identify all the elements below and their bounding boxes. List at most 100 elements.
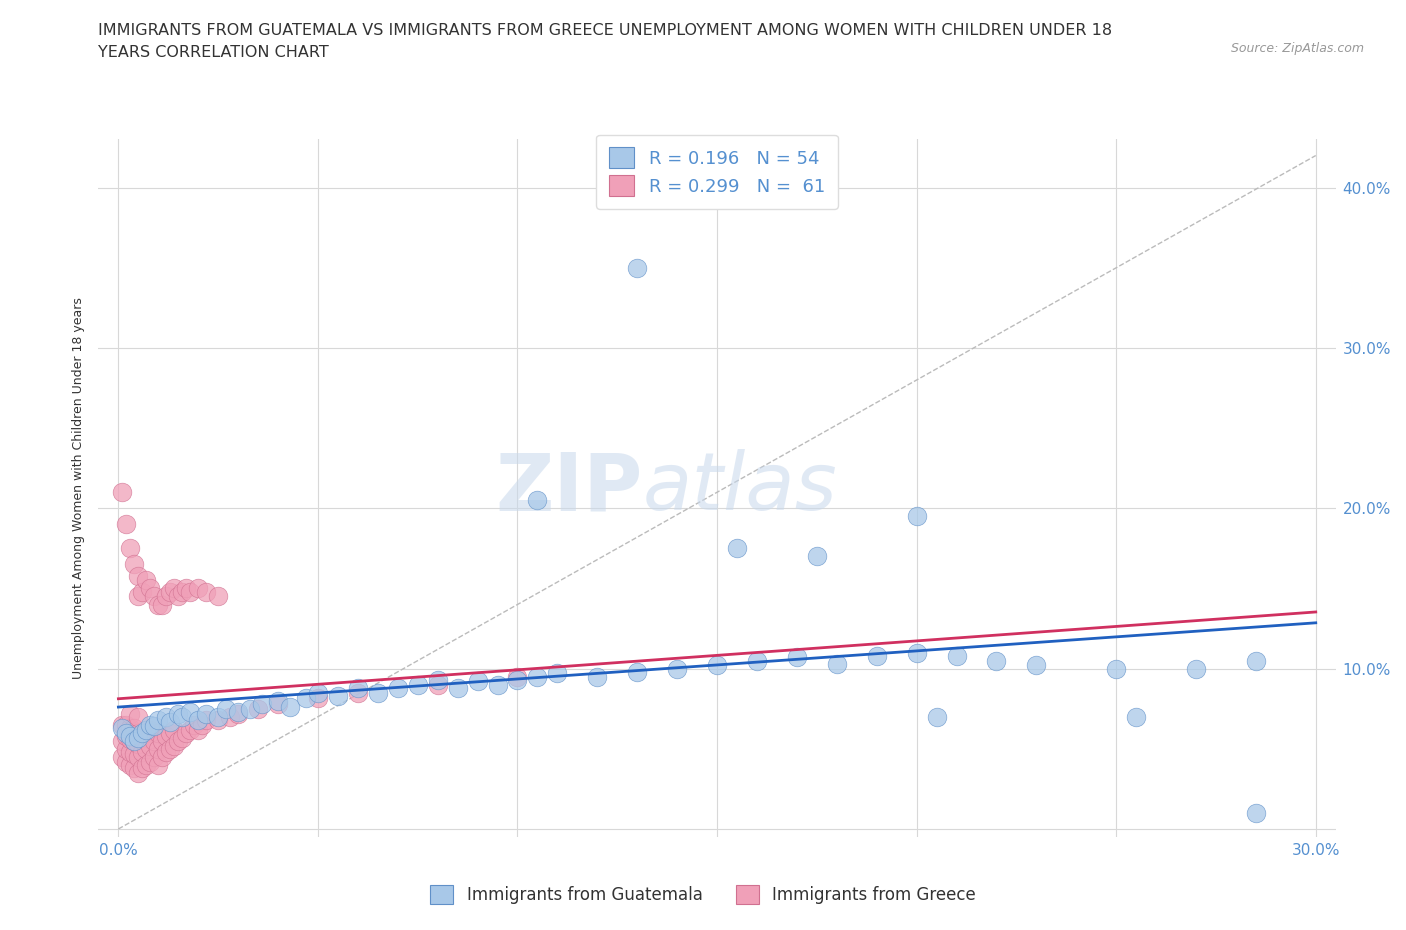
Point [945,648,967,663]
Point [115,717,138,732]
Point [307,685,329,700]
Point [155,589,177,604]
Text: ZIP: ZIP [495,449,643,527]
Point [347,685,370,700]
Point [135,725,157,740]
Point [486,677,509,692]
Point [786,650,808,665]
Point [506,670,529,684]
Point [239,701,262,716]
Point [135,722,157,737]
Point [526,670,548,684]
Point [127,568,149,583]
Point [111,750,134,764]
Point [219,710,242,724]
Point [124,734,146,749]
Point [124,746,146,761]
Point [131,730,153,745]
Point [546,666,568,681]
Point [150,750,173,764]
Y-axis label: Unemployment Among Women with Children Under 18 years: Unemployment Among Women with Children U… [72,298,84,679]
Point [172,730,194,745]
Point [167,734,190,749]
Point [127,750,149,764]
Point [1025,658,1047,673]
Point [1185,661,1208,676]
Point [195,584,218,599]
Point [905,509,928,524]
Point [626,260,648,275]
Point [148,597,170,612]
Point [163,738,186,753]
Point [115,741,138,756]
Point [131,745,153,760]
Point [143,734,166,749]
Point [172,584,194,599]
Point [446,681,468,696]
Point [187,581,209,596]
Point [187,712,209,727]
Point [163,722,186,737]
Text: YEARS CORRELATION CHART: YEARS CORRELATION CHART [98,45,329,60]
Point [150,734,173,749]
Point [139,717,162,732]
Point [467,674,489,689]
Point [745,653,768,668]
Point [155,710,177,724]
Point [159,725,181,740]
Point [925,710,948,724]
Point [124,557,146,572]
Point [526,493,548,508]
Point [174,581,197,596]
Point [120,706,142,721]
Point [207,589,229,604]
Point [131,761,153,776]
Point [347,681,370,696]
Point [307,690,329,705]
Point [295,690,318,705]
Point [387,681,409,696]
Point [179,722,201,737]
Legend: R = 0.196   N = 54, R = 0.299   N =  61: R = 0.196 N = 54, R = 0.299 N = 61 [596,135,838,209]
Point [148,712,170,727]
Point [120,757,142,772]
Point [278,699,301,714]
Text: Source: ZipAtlas.com: Source: ZipAtlas.com [1230,42,1364,55]
Point [127,589,149,604]
Text: IMMIGRANTS FROM GUATEMALA VS IMMIGRANTS FROM GREECE UNEMPLOYMENT AMONG WOMEN WIT: IMMIGRANTS FROM GUATEMALA VS IMMIGRANTS … [98,23,1112,38]
Point [806,549,828,564]
Point [167,706,190,721]
Point [115,725,138,740]
Point [1105,661,1128,676]
Point [115,754,138,769]
Point [120,541,142,556]
Point [247,701,270,716]
Point [135,757,157,772]
Point [155,728,177,743]
Point [159,741,181,756]
Point [825,657,848,671]
Point [406,677,429,692]
Point [127,730,149,745]
Point [148,757,170,772]
Point [127,725,149,740]
Point [131,584,153,599]
Legend: Immigrants from Guatemala, Immigrants from Greece: Immigrants from Guatemala, Immigrants fr… [422,876,984,912]
Point [986,653,1008,668]
Text: atlas: atlas [643,449,838,527]
Point [179,584,201,599]
Point [135,741,157,756]
Point [120,728,142,743]
Point [195,706,218,721]
Point [150,597,173,612]
Point [207,712,229,727]
Point [326,688,349,703]
Point [174,725,197,740]
Point [1244,805,1267,820]
Point [367,685,389,700]
Point [179,705,201,720]
Point [267,697,290,711]
Point [143,750,166,764]
Point [111,734,134,749]
Point [866,648,889,663]
